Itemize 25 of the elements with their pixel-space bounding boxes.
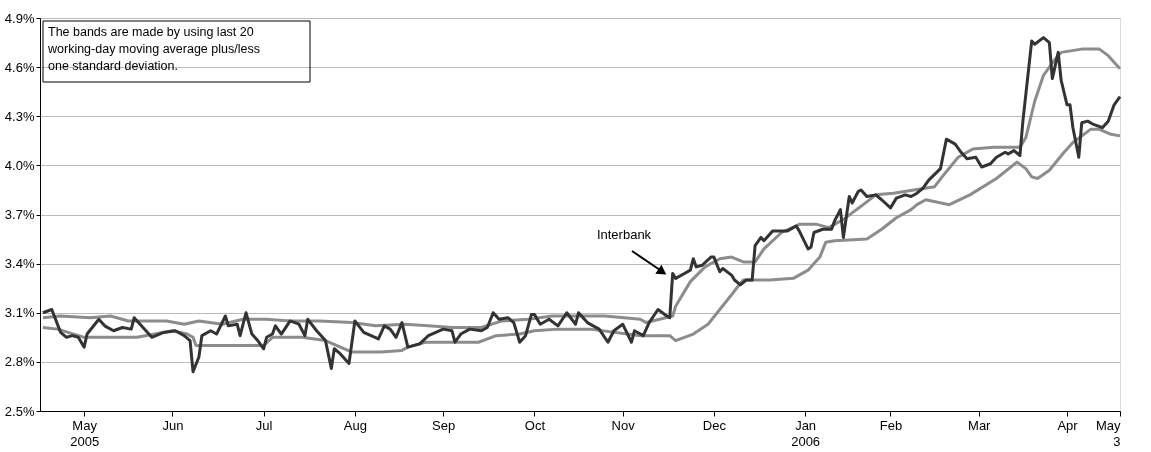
x-tick-label: Nov <box>611 417 636 433</box>
x-tick-label: Mar <box>968 417 992 433</box>
x-tick-label: Jan 2006 <box>791 417 821 449</box>
x-tick-label: May 3 <box>1095 417 1121 449</box>
y-tick-label: 4.9% <box>4 10 35 26</box>
y-tick-label: 3.7% <box>4 207 35 222</box>
x-tick-label: Oct <box>524 417 546 433</box>
y-tick-label: 4.0% <box>4 157 35 173</box>
y-tick-label: 4.6% <box>4 59 35 75</box>
text: Interbank <box>596 227 652 242</box>
x-tick-label: Jun <box>162 417 184 433</box>
x-tick-label: Aug <box>343 417 367 433</box>
y-tick-label: 2.5% <box>4 403 35 419</box>
x-tick-label: Sep <box>432 417 456 433</box>
x-tick-label: Feb <box>879 417 903 433</box>
y-tick-label: 2.8% <box>4 354 35 370</box>
x-tick-label: Jul <box>255 417 273 433</box>
y-tick-label: 3.1% <box>4 305 35 321</box>
x-tick-label: Dec <box>702 417 727 433</box>
annotation: The bands are made by using last 20 working-day moving average plus/less one standard deviation. <box>47 25 260 73</box>
x-tick-label: Apr <box>1057 417 1079 433</box>
y-tick-label: 3.4% <box>4 256 35 272</box>
line-series <box>41 127 1122 354</box>
y-tick-label: 4.3% <box>4 108 35 124</box>
x-tick-label: May 2005 <box>70 417 100 449</box>
